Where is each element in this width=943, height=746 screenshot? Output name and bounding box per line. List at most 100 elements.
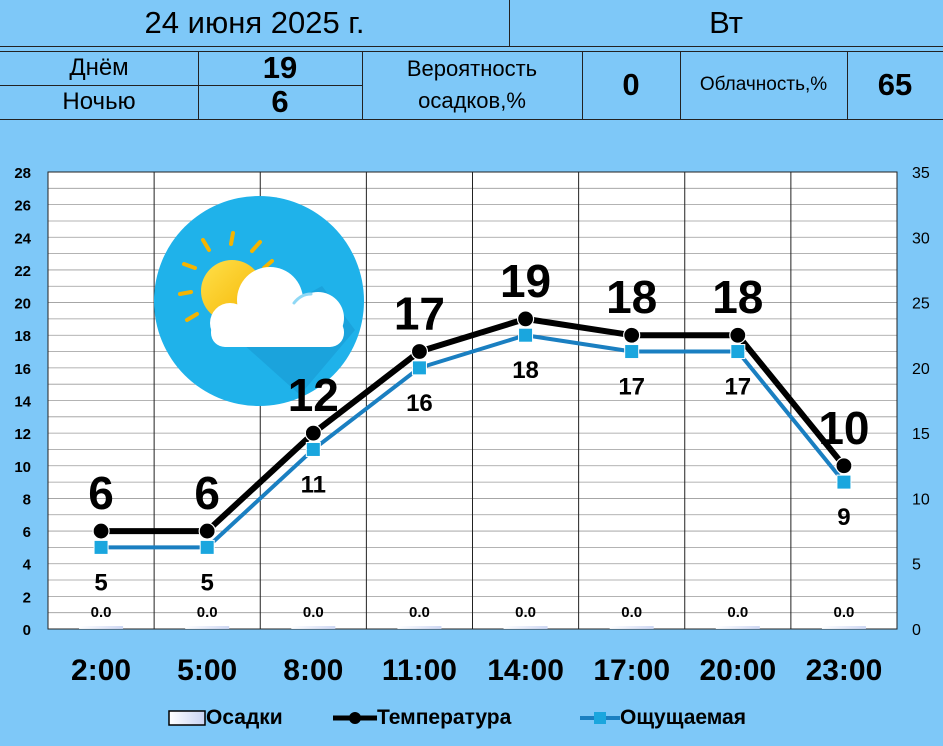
header-line	[362, 51, 363, 119]
feels-like-value-label: 17	[618, 374, 645, 401]
temperature-value-label: 6	[194, 467, 220, 519]
y-left-tick-label: 28	[14, 165, 31, 182]
y-left-tick-label: 18	[14, 328, 31, 345]
temperature-value-label: 10	[818, 402, 869, 454]
night-label: Ночью	[62, 88, 136, 115]
legend-feels-label: Ощущаемая	[620, 706, 746, 729]
legend-temp-label: Температура	[377, 706, 512, 729]
y-left-tick-label: 6	[23, 524, 31, 541]
feels-like-line	[101, 333, 846, 550]
temperature-value-label: 17	[394, 288, 445, 340]
day-label: Днём	[69, 54, 129, 81]
temperature-value-label: 12	[288, 369, 339, 421]
feels-like-value-label: 11	[301, 471, 326, 498]
y-right-tick-label: 10	[912, 491, 930, 508]
temperature-value-label: 18	[712, 271, 763, 323]
legend-precip-label: Осадки	[206, 706, 283, 729]
cloud-label: Облачность,%	[699, 74, 828, 95]
y-left-tick-label: 0	[23, 622, 31, 639]
feels-like-marker	[730, 344, 746, 360]
y-left-tick-label: 20	[14, 296, 31, 313]
feels-like-marker	[199, 539, 215, 555]
y-left-tick-label: 26	[14, 198, 31, 215]
precip-bar	[503, 626, 548, 629]
legend-precip: Осадки	[168, 706, 283, 730]
y-left-tick-label: 14	[14, 394, 31, 411]
y-right-tick-label: 20	[912, 361, 930, 378]
y-left-tick-label: 8	[23, 491, 31, 508]
temperature-marker	[623, 326, 641, 344]
precip-label: Вероятность осадков,%	[362, 51, 582, 119]
precip-value-label: 0.0	[409, 604, 430, 621]
x-tick-label: 11:00	[382, 654, 457, 687]
y-left-tick-label: 22	[14, 263, 31, 280]
temperature-marker	[835, 457, 853, 475]
temperature-marker	[198, 522, 216, 540]
precip-bar	[609, 626, 654, 629]
x-tick-label: 8:00	[283, 654, 343, 687]
feels-like-marker	[624, 344, 640, 360]
temperature-value-label: 19	[500, 255, 551, 307]
feels-like-value-label: 16	[406, 390, 433, 417]
precip-label-line2: осадков,%	[418, 88, 526, 113]
precip-label-line1: Вероятность	[406, 56, 538, 81]
temperature-marker	[516, 310, 535, 328]
header-line	[509, 0, 510, 46]
x-tick-label: 17:00	[593, 654, 670, 687]
y-right-tick-label: 15	[912, 426, 930, 443]
x-tick-label: 23:00	[806, 654, 883, 687]
precip-bar	[821, 626, 866, 629]
feels-like-value-label: 5	[201, 569, 214, 596]
precip-bar	[397, 626, 442, 629]
y-left-tick-label: 16	[14, 361, 31, 378]
day-value: 19	[262, 50, 298, 85]
header-line	[0, 85, 362, 86]
temperature-marker	[304, 424, 322, 442]
precip-value-label: 0.0	[621, 604, 642, 621]
partly-cloudy-icon	[154, 196, 364, 406]
header-line	[0, 51, 943, 52]
y-right-tick-label: 35	[912, 165, 930, 182]
y-right-tick-label: 5	[912, 557, 921, 574]
x-tick-label: 2:00	[71, 654, 131, 687]
y-right-tick-label: 25	[912, 296, 930, 313]
header-line	[582, 51, 583, 119]
x-tick-label: 14:00	[487, 654, 564, 687]
temperature-line	[101, 315, 847, 535]
feels-like-marker	[411, 360, 427, 376]
header-line	[680, 51, 681, 119]
legend-temp: Температура	[333, 706, 511, 730]
feels-like-value-label: 9	[837, 504, 850, 531]
y-left-tick-label: 10	[14, 459, 31, 476]
legend-temp-swatch	[333, 712, 377, 724]
feels-like-value-label: 18	[512, 357, 539, 384]
legend-feels-swatch	[580, 712, 620, 724]
temperature-marker	[410, 342, 429, 361]
header-line	[847, 51, 848, 119]
header-line	[0, 119, 943, 120]
precip-value: 0	[622, 67, 640, 102]
precip-bar	[79, 626, 124, 629]
plot-border	[47, 171, 898, 630]
temperature-value-label: 18	[606, 271, 657, 323]
precip-bar	[715, 626, 760, 629]
precip-value-label: 0.0	[727, 604, 748, 621]
weekday-label: Вт	[709, 5, 743, 40]
temperature-value-label: 6	[88, 467, 114, 519]
precip-bar	[291, 626, 336, 629]
precip-value-label: 0.0	[197, 604, 218, 621]
feels-like-value-label: 17	[724, 374, 751, 401]
header-line	[198, 51, 199, 119]
x-tick-label: 20:00	[699, 654, 776, 687]
precip-value-label: 0.0	[834, 604, 855, 621]
date-label: 24 июня 2025 г.	[144, 5, 365, 40]
night-value: 6	[271, 84, 289, 119]
precip-value-label: 0.0	[515, 604, 536, 621]
x-tick-label: 5:00	[177, 654, 237, 687]
y-left-tick-label: 12	[14, 426, 31, 443]
cloud-value: 65	[877, 67, 913, 102]
feels-like-marker	[836, 474, 852, 490]
y-right-tick-label: 0	[912, 622, 921, 639]
precip-bar	[185, 626, 230, 629]
